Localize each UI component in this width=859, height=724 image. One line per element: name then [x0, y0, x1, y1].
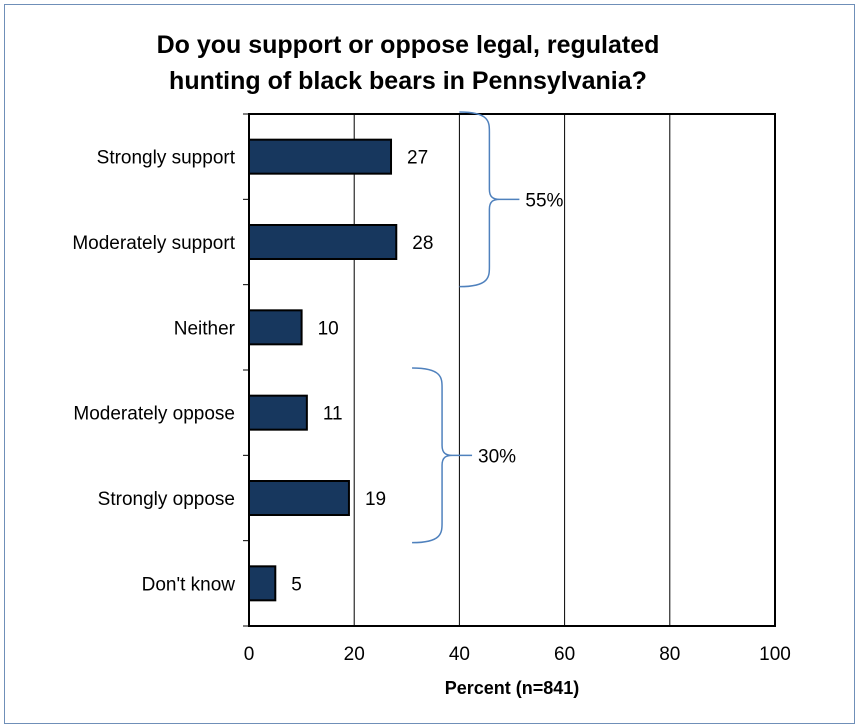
bar	[248, 480, 350, 516]
labels: 0 20 40 60 80 100 Strongly support 27 Moderately…	[72, 148, 791, 665]
gridlines	[243, 113, 671, 627]
x-tick-label: 60	[554, 644, 575, 665]
x-axis-label: Percent (n=841)	[445, 678, 580, 698]
x-tick-label: 0	[244, 644, 255, 665]
bracket	[412, 367, 473, 544]
bar	[248, 224, 398, 260]
data-label: 11	[323, 404, 343, 425]
bar	[248, 309, 303, 346]
category-label: Moderately oppose	[73, 404, 235, 425]
category-label: Neither	[174, 318, 236, 339]
bracket-label: 30%	[478, 446, 516, 467]
x-tick-label: 40	[449, 644, 470, 665]
x-tick-label: 20	[344, 644, 365, 665]
category-label: Don't know	[142, 574, 236, 595]
bars	[248, 138, 398, 602]
category-label: Moderately support	[72, 233, 235, 254]
chart: Do you support or oppose legal, regulate…	[72, 31, 791, 698]
chart-frame: Do you support or oppose legal, regulate…	[4, 4, 855, 724]
bracket	[459, 111, 520, 288]
bar	[248, 394, 308, 431]
data-label: 27	[407, 148, 428, 169]
data-label: 10	[318, 318, 339, 339]
chart-title-line-2: hunting of black bears in Pennsylvania?	[169, 67, 647, 95]
category-label: Strongly support	[97, 148, 236, 169]
x-tick-label: 100	[759, 644, 791, 665]
data-label: 28	[412, 233, 433, 254]
category-label: Strongly oppose	[98, 489, 235, 510]
plot-area	[248, 113, 776, 627]
annotations: 55% 30%	[412, 111, 564, 544]
data-label: 19	[365, 489, 386, 510]
bar	[248, 138, 393, 175]
chart-title-line-1: Do you support or oppose legal, regulate…	[157, 31, 660, 59]
bracket-label: 55%	[525, 190, 563, 211]
data-label: 5	[291, 574, 302, 595]
x-tick-label: 80	[659, 644, 680, 665]
bar	[248, 565, 277, 602]
